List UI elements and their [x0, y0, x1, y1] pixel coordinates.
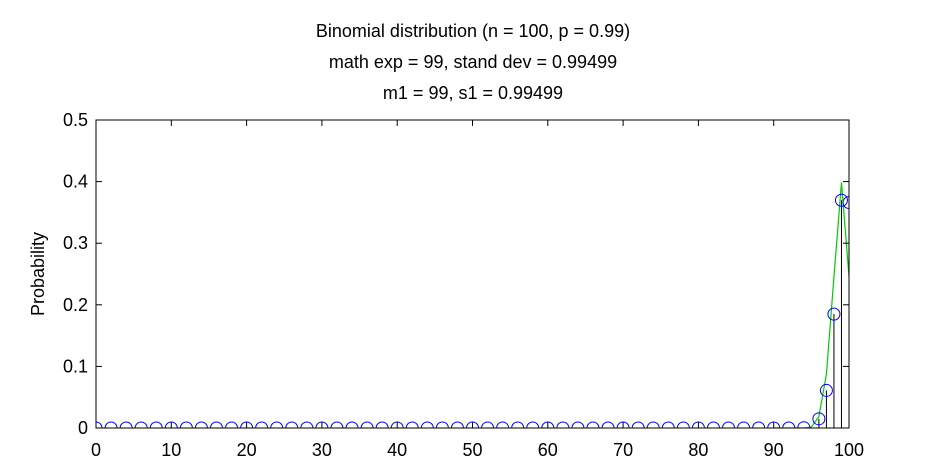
data-point	[225, 421, 239, 428]
x-tick-label: 70	[613, 440, 633, 460]
data-point	[420, 421, 434, 428]
data-point	[571, 421, 585, 428]
data-point	[149, 421, 163, 428]
data-point	[752, 421, 766, 428]
data-point	[496, 421, 510, 428]
data-point	[134, 421, 148, 428]
data-point	[435, 421, 449, 428]
x-tick-label: 60	[538, 440, 558, 460]
data-point	[345, 421, 359, 428]
data-point	[119, 421, 133, 428]
y-tick-label: 0.1	[63, 356, 88, 376]
data-point	[737, 421, 751, 428]
axis-ticks: 0 10 20 30 40 50 60 70 80 90 100 0 0.1 0.2 0.3 0.4 0.5	[63, 110, 864, 460]
data-point	[209, 421, 223, 428]
chart-title-line-3: m1 = 99, s1 = 0.99499	[383, 83, 563, 103]
y-tick-label: 0	[78, 418, 88, 438]
data-point	[375, 421, 389, 428]
x-tick-label: 90	[764, 440, 784, 460]
data-point	[526, 421, 540, 428]
data-point	[706, 421, 720, 428]
x-tick-label: 80	[688, 440, 708, 460]
x-tick-label: 20	[237, 440, 257, 460]
data-point	[270, 421, 284, 428]
data-point	[827, 307, 841, 321]
data-point	[819, 383, 833, 397]
data-point	[601, 421, 615, 428]
y-tick-label: 0.4	[63, 172, 88, 192]
y-axis-label: Probability	[28, 232, 48, 316]
data-point	[834, 193, 848, 207]
plot-area	[96, 182, 849, 428]
data-point	[511, 421, 525, 428]
x-tick-label: 50	[462, 440, 482, 460]
data-point	[450, 421, 464, 428]
data-point	[194, 421, 208, 428]
data-point	[676, 421, 690, 428]
data-point	[405, 421, 419, 428]
chart-title-line-1: Binomial distribution (n = 100, p = 0.99…	[316, 21, 630, 41]
y-tick-label: 0.5	[63, 110, 88, 130]
y-tick-label: 0.2	[63, 295, 88, 315]
data-point	[330, 421, 344, 428]
y-tick-label: 0.3	[63, 233, 88, 253]
x-tick-label: 100	[834, 440, 864, 460]
data-point	[104, 421, 118, 428]
x-tick-label: 10	[161, 440, 181, 460]
data-point	[842, 196, 849, 210]
axes-box	[95, 119, 850, 429]
data-point	[661, 421, 675, 428]
data-point	[812, 412, 826, 426]
data-point	[586, 421, 600, 428]
x-tick-label: 0	[91, 440, 101, 460]
data-point	[285, 421, 299, 428]
data-point	[631, 421, 645, 428]
data-point	[646, 421, 660, 428]
data-point	[722, 421, 736, 428]
data-point	[481, 421, 495, 428]
chart-title-line-2: math exp = 99, stand dev = 0.99499	[329, 52, 617, 72]
data-point	[360, 421, 374, 428]
data-point	[782, 421, 796, 428]
data-point	[300, 421, 314, 428]
normal-curve-line	[773, 182, 849, 428]
data-point	[556, 421, 570, 428]
data-point	[255, 421, 269, 428]
x-tick-label: 40	[387, 440, 407, 460]
data-point	[179, 421, 193, 428]
x-tick-label: 30	[312, 440, 332, 460]
